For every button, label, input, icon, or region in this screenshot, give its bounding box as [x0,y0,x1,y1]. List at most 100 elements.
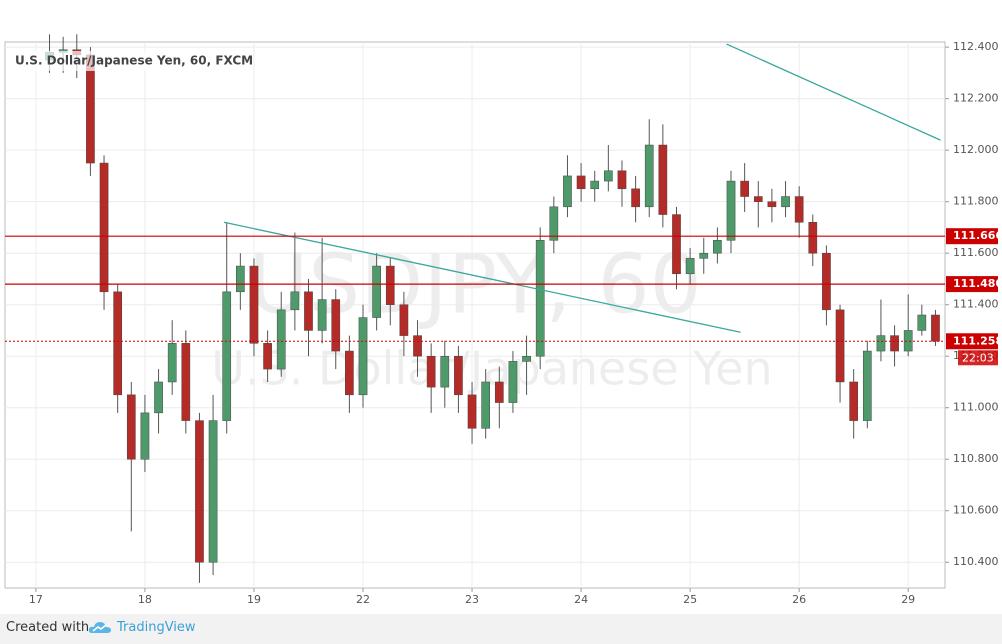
y-tick-label: 112.000 [953,143,999,156]
candle-body [549,206,559,241]
x-tick-label: 29 [901,593,915,606]
candle-body [753,196,763,202]
candle-body [140,412,150,460]
level-label-bg [946,228,998,245]
trendline [726,43,941,141]
candle-body [590,180,600,190]
y-tick-label: 110.800 [953,452,999,465]
chart-title: U.S. Dollar/Japanese Yen, 60, FXCM [15,54,253,68]
plot-area [4,41,946,589]
trendline [223,221,741,333]
candle-body [862,350,872,421]
level-label-bg [946,276,998,293]
candle-body [644,144,654,208]
x-tick-label: 22 [356,593,370,606]
candle-body [454,355,463,396]
candle-body [113,291,123,396]
candle-body [494,381,504,403]
last-price-label: 111.258 [953,334,1002,347]
candle-body [699,252,709,259]
candle-body [481,381,491,429]
countdown: 22:03 [962,351,994,364]
candle-body [372,265,381,318]
level-label: 111.666 [953,229,1002,242]
candle-body [903,330,913,352]
y-tick-label: 111.400 [953,298,999,311]
candle-body [276,309,286,370]
x-tick-label: 23 [465,593,479,606]
y-tick-label: 111.600 [953,246,999,259]
created-with: Created with [6,620,90,635]
candle-body [631,188,640,208]
candle-body [385,265,395,305]
y-tick-label: 110.400 [953,555,999,568]
candle-body [345,350,354,396]
x-tick-label: 24 [574,593,588,606]
candle-body [167,343,177,383]
candle-body [849,381,859,421]
x-tick-label: 19 [247,593,261,606]
candle-body [399,304,409,336]
watermark-subtitle: U.S. Dollar/Japanese Yen [211,342,772,396]
footer: Created with TradingView [0,614,1002,644]
candle-body [195,420,204,563]
candle-body [222,291,232,421]
candle-body [522,355,531,362]
y-tick-label: 111.800 [953,195,999,208]
last-price-bg [946,333,998,350]
candle-body [713,240,722,254]
candle-body [331,299,341,352]
candle-body [794,196,804,223]
x-tick-label: 26 [792,593,806,606]
level-label: 111.480 [953,277,1002,290]
candle-body [890,335,899,352]
candle-body [86,54,95,164]
candle-body [290,291,300,311]
candle-body [467,394,477,429]
candle-body [508,361,518,403]
candle-body [781,196,790,208]
x-tick-label: 25 [683,593,697,606]
title-bg [10,51,238,71]
candle-body [822,252,831,311]
tv-logo[interactable] [88,619,112,635]
y-tick-label: 112.400 [953,40,999,53]
chart: USDJPY, 60 U.S. Dollar/Japanese Yen U.S.… [4,34,1002,606]
candle-body [181,343,191,421]
candle-body [740,180,749,197]
candle-body [304,291,313,331]
x-tick-label: 17 [29,593,43,606]
candle-body [249,265,259,344]
candle-body [726,180,736,241]
candle-body [876,335,886,352]
candle-body [426,355,436,388]
countdown-bg [958,350,998,366]
candle-body [672,214,681,275]
candle-body [576,175,586,190]
y-tick-label: 111.000 [953,401,999,414]
candle-body [208,420,218,563]
tv-brand[interactable]: TradingView [117,620,196,635]
watermark: USDJPY, 60 [248,237,702,332]
candle-body [658,144,668,215]
candle-body [263,343,272,370]
candle-body [236,265,245,293]
candle-body [358,317,368,396]
y-tick-label: 110.600 [953,504,999,517]
candle-body [317,299,327,331]
candle-body [154,381,163,414]
candle-body [535,240,545,357]
candle-body [99,162,109,293]
candle-body [767,201,777,208]
x-tick-label: 18 [138,593,152,606]
candle-body [413,335,422,357]
candle-body [126,394,136,460]
candle-body [917,314,927,331]
candle-body [808,222,818,254]
candle-body [604,170,613,182]
candle-body [835,309,845,383]
candle-body [440,355,450,388]
candle-body [685,258,695,275]
candle-body [617,170,627,190]
